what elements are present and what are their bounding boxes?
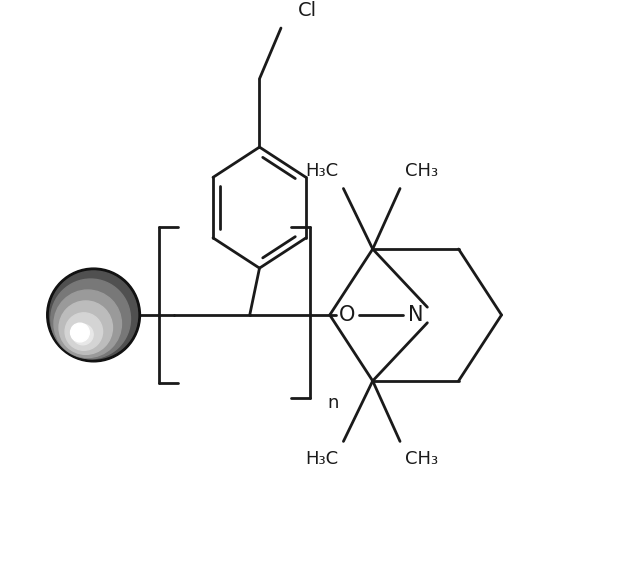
Text: H₃C: H₃C <box>305 450 339 468</box>
Text: O: O <box>339 305 355 325</box>
Circle shape <box>65 313 102 350</box>
Circle shape <box>51 279 131 359</box>
Circle shape <box>59 301 113 354</box>
Text: H₃C: H₃C <box>305 162 339 180</box>
Text: N: N <box>408 305 424 325</box>
Circle shape <box>70 323 90 342</box>
Circle shape <box>47 268 140 362</box>
Circle shape <box>72 324 93 345</box>
Text: n: n <box>328 394 339 412</box>
Text: CH₃: CH₃ <box>405 450 438 468</box>
Text: Cl: Cl <box>298 1 317 20</box>
Circle shape <box>49 271 138 359</box>
Text: CH₃: CH₃ <box>405 162 438 180</box>
Circle shape <box>54 290 122 358</box>
